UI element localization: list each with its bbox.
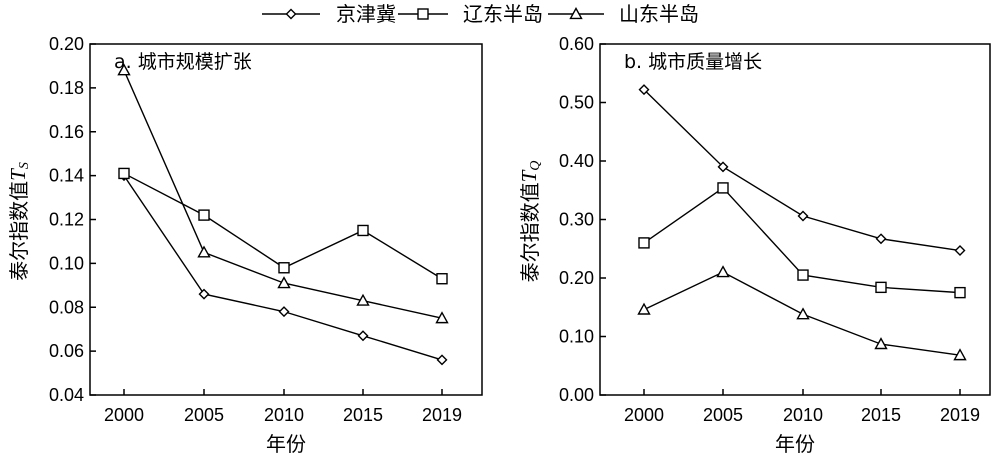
- x-tick-label: 2010: [783, 405, 823, 425]
- y-tick-label: 0.50: [559, 93, 594, 113]
- x-tick-label: 2019: [940, 405, 980, 425]
- plot-frame: [89, 43, 483, 396]
- x-tick-label: 2000: [624, 405, 664, 425]
- x-tick-label: 2005: [184, 405, 224, 425]
- data-point: [278, 262, 290, 274]
- legend-label-2: 山东半岛: [619, 2, 699, 26]
- y-tick-label: 0.60: [559, 34, 594, 54]
- plot-frame: [599, 43, 991, 396]
- data-point: [797, 269, 809, 281]
- data-point: [435, 311, 449, 324]
- y-tick-label: 0.10: [49, 253, 84, 273]
- y-tick-label: 0.08: [49, 297, 84, 317]
- x-tick-label: 2019: [422, 405, 462, 425]
- x-tick-label: 2005: [703, 405, 743, 425]
- y-tick-label: 0.20: [49, 34, 84, 54]
- legend-marker-1: [417, 8, 429, 20]
- data-point: [197, 245, 211, 258]
- legend-marker-2: [569, 7, 583, 20]
- y-tick-label: 0.18: [49, 78, 84, 98]
- x-tick-label: 2015: [861, 405, 901, 425]
- x-axis-label: 年份: [775, 432, 815, 456]
- data-point: [356, 293, 370, 306]
- data-point: [198, 209, 210, 221]
- data-point: [875, 281, 887, 294]
- data-point: [954, 286, 966, 299]
- y-tick-label: 0.40: [559, 151, 594, 171]
- data-point: [436, 273, 448, 285]
- y-tick-label: 0.14: [49, 166, 84, 186]
- data-point: [637, 302, 651, 315]
- x-tick-label: 2010: [264, 405, 304, 425]
- data-point: [796, 307, 810, 320]
- y-tick-label: 0.30: [559, 210, 594, 230]
- chart-panel-b: 0.00 0.10 0.20 0.30 0.40 0.50 0.60 2000 2005 2010…: [517, 34, 991, 456]
- legend-marker-0: [285, 8, 297, 20]
- y-tick-label: 0.12: [49, 210, 84, 230]
- x-axis-label: 年份: [266, 432, 306, 456]
- data-point: [717, 161, 729, 173]
- x-tick-label: 2000: [104, 405, 144, 425]
- y-tick-label: 0.04: [49, 385, 84, 405]
- data-point: [874, 337, 888, 350]
- y-tick-label: 0.00: [559, 385, 594, 405]
- y-tick-label: 0.20: [559, 268, 594, 288]
- chart-panel-a: 0.04 0.06 0.08 0.10 0.12 0.14 0.16 0.18 0.20 2000…: [6, 34, 483, 456]
- chart-title: b. 城市质量增长: [624, 51, 762, 73]
- series-2: [637, 265, 967, 361]
- y-tick-label: 0.06: [49, 341, 84, 361]
- data-point: [716, 265, 730, 278]
- data-point: [357, 330, 369, 342]
- series-0: [638, 84, 966, 256]
- legend-label-0: 京津冀: [336, 2, 396, 26]
- data-point: [797, 210, 809, 222]
- series-2: [117, 63, 449, 324]
- legend-label-1: 辽东半岛: [463, 2, 543, 26]
- series-1: [118, 167, 448, 285]
- data-point: [717, 182, 729, 194]
- data-point: [638, 237, 650, 249]
- data-point: [357, 224, 369, 237]
- series-line: [643, 89, 961, 252]
- data-point: [118, 167, 130, 180]
- chart-title: a. 城市规模扩张: [114, 51, 252, 73]
- data-point: [638, 84, 650, 96]
- data-point: [436, 354, 448, 366]
- data-point: [277, 276, 291, 289]
- data-point: [278, 306, 290, 318]
- series-1: [638, 182, 966, 299]
- data-point: [117, 63, 131, 76]
- y-tick-label: 0.16: [49, 122, 84, 142]
- y-axis-label: 泰尔指数值TS: [6, 162, 32, 281]
- x-tick-label: 2015: [343, 405, 383, 425]
- legend: 京津冀 辽东半岛 山东半岛: [262, 2, 699, 26]
- data-point: [875, 233, 887, 245]
- y-axis-label: 泰尔指数值TQ: [517, 161, 543, 283]
- y-tick-label: 0.10: [559, 327, 594, 347]
- data-point: [198, 288, 210, 300]
- data-point: [954, 245, 966, 256]
- data-point: [953, 348, 967, 361]
